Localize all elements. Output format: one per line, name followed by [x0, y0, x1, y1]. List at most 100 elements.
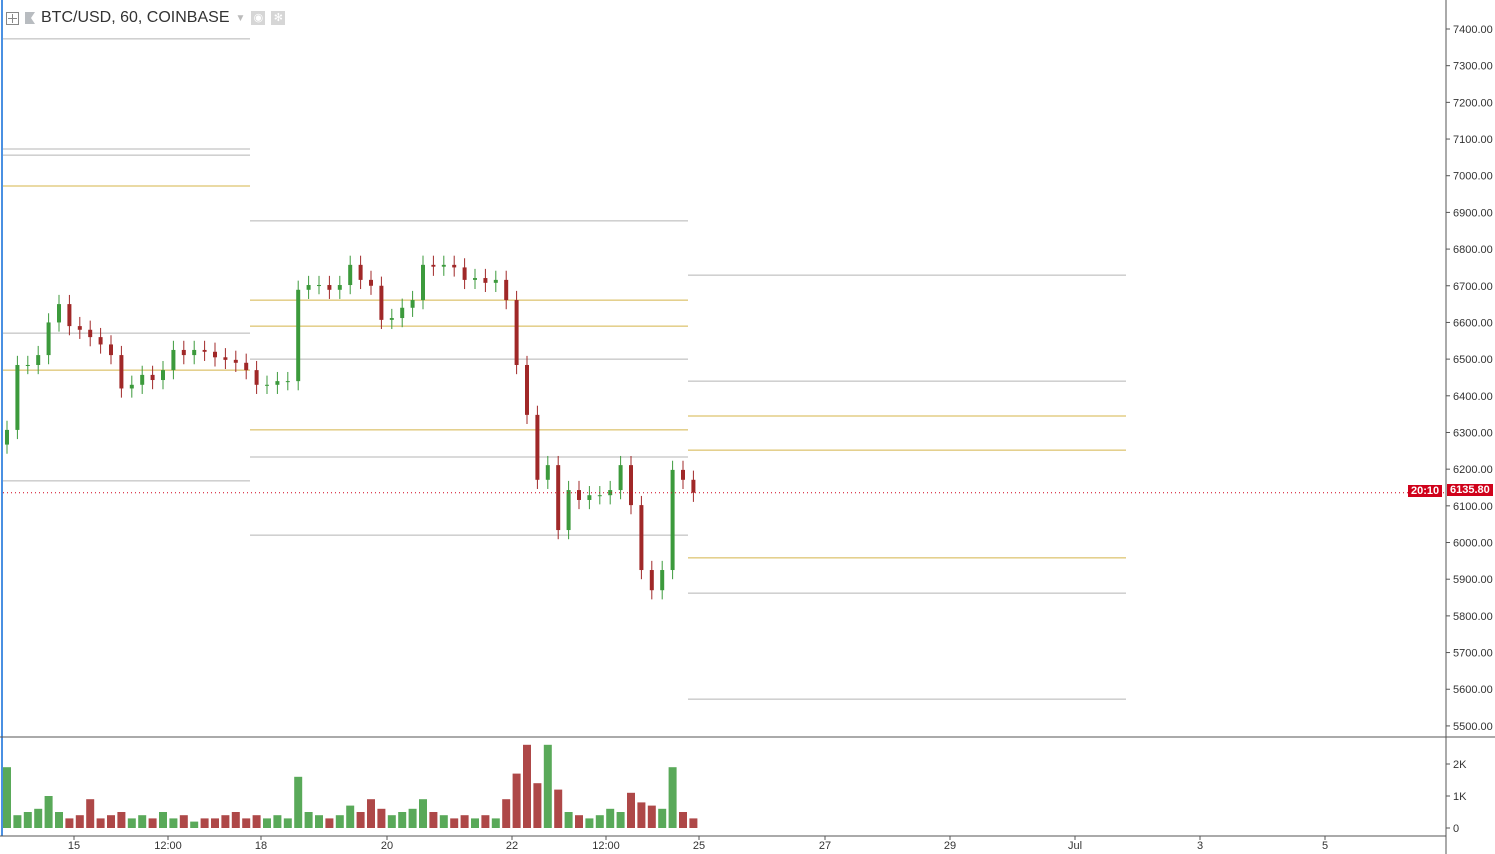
candle-body — [369, 279, 373, 286]
volume-bar — [606, 808, 615, 828]
x-tick-label: 29 — [944, 840, 956, 852]
volume-bar — [647, 805, 656, 828]
candle-body — [473, 278, 477, 280]
volume-bar — [75, 815, 84, 828]
x-tick-label: 18 — [255, 840, 267, 852]
last-price-label: 6135.80 — [1447, 484, 1493, 496]
volume-bar — [575, 815, 583, 828]
x-tick-label: 15 — [68, 840, 80, 852]
candle-body — [109, 344, 113, 356]
volume-bar — [138, 815, 147, 828]
candle-body — [317, 285, 321, 287]
bar-countdown-label: 20:10 — [1408, 485, 1443, 497]
candle-body — [462, 267, 467, 280]
candle-body — [285, 381, 290, 383]
volume-bar — [294, 776, 303, 828]
y-tick-label: 7200.00 — [1453, 97, 1493, 109]
volume-bar — [419, 799, 427, 828]
volume-tick-label: 1K — [1453, 791, 1467, 803]
x-tick-label: 22 — [506, 840, 518, 852]
volume-bar — [44, 796, 53, 828]
candle-body — [150, 374, 155, 381]
eye-icon[interactable]: ◉ — [251, 11, 266, 25]
volume-bar — [627, 792, 635, 828]
volume-bar — [13, 815, 22, 828]
volume-bar — [616, 812, 625, 828]
y-tick-label: 6400.00 — [1453, 391, 1493, 403]
volume-bar — [523, 744, 531, 828]
candle-body — [327, 285, 332, 290]
chevron-down-icon[interactable]: ▼ — [235, 12, 246, 24]
candle-body — [233, 359, 238, 363]
candle-body — [275, 381, 280, 385]
volume-bar — [179, 815, 188, 828]
volume-bar — [554, 789, 563, 828]
volume-bar — [55, 812, 63, 828]
candle-body — [77, 326, 82, 330]
candle-body — [213, 351, 217, 358]
volume-bar — [211, 818, 219, 828]
gear-icon[interactable]: ✻ — [271, 11, 286, 25]
candle-body — [337, 285, 342, 290]
volume-bar — [637, 802, 646, 828]
volume-bar — [512, 773, 521, 828]
y-tick-label: 6300.00 — [1453, 427, 1493, 439]
y-tick-label: 6600.00 — [1453, 317, 1493, 329]
candle-body — [67, 304, 72, 327]
volume-bar — [679, 812, 687, 828]
candle-body — [410, 300, 415, 308]
chart-header: BTC/USD, 60, COINBASE ▼ ◉ ✻ — [6, 9, 286, 27]
volume-tick-label: 2K — [1453, 759, 1467, 771]
candle-body — [400, 307, 405, 319]
candle-body — [608, 490, 613, 496]
volume-bar — [533, 783, 542, 828]
y-tick-label: 7100.00 — [1453, 134, 1493, 146]
volume-bar — [491, 818, 500, 828]
volume-bar — [439, 815, 448, 828]
candle-body — [244, 362, 249, 371]
candle-body — [649, 570, 654, 591]
candle-body — [421, 264, 425, 301]
volume-bar — [377, 808, 386, 828]
candle-body — [577, 490, 581, 500]
candle-body — [192, 349, 197, 356]
volume-bar — [96, 818, 105, 828]
volume-tick-label: 0 — [1453, 823, 1459, 835]
candle-body — [202, 349, 207, 352]
symbol-title[interactable]: BTC/USD, 60, COINBASE — [41, 9, 230, 26]
volume-bar — [325, 818, 334, 828]
candle-body — [140, 374, 145, 385]
candle-body — [545, 465, 550, 480]
candle-body — [15, 364, 20, 430]
volume-bar — [356, 812, 365, 828]
candle-body — [556, 465, 561, 531]
y-tick-label: 6800.00 — [1453, 244, 1493, 256]
volume-bar — [190, 821, 199, 828]
volume-bar — [65, 818, 74, 828]
candle-body — [296, 289, 301, 382]
volume-bar — [460, 815, 469, 828]
volume-bar — [127, 818, 136, 828]
candle-body — [98, 337, 103, 345]
candle-body — [129, 384, 134, 389]
expand-icon[interactable] — [6, 11, 19, 25]
volume-bar — [595, 815, 604, 828]
y-tick-label: 6200.00 — [1453, 464, 1493, 476]
candle-body — [691, 479, 696, 493]
volume-bar — [283, 818, 292, 828]
volume-bar — [502, 799, 511, 828]
candle-body — [514, 300, 519, 365]
candle-body — [535, 414, 540, 480]
volume-bar — [169, 818, 178, 828]
volume-bar — [585, 818, 594, 828]
y-tick-label: 5700.00 — [1453, 648, 1493, 660]
y-tick-label: 5500.00 — [1453, 721, 1493, 733]
flag-icon[interactable] — [25, 12, 35, 24]
x-tick-label: 3 — [1197, 840, 1203, 852]
y-tick-label: 7400.00 — [1453, 24, 1493, 36]
y-tick-label: 7000.00 — [1453, 171, 1493, 183]
candle-body — [379, 285, 384, 320]
candle-body — [46, 322, 51, 356]
x-tick-label: 25 — [693, 840, 705, 852]
